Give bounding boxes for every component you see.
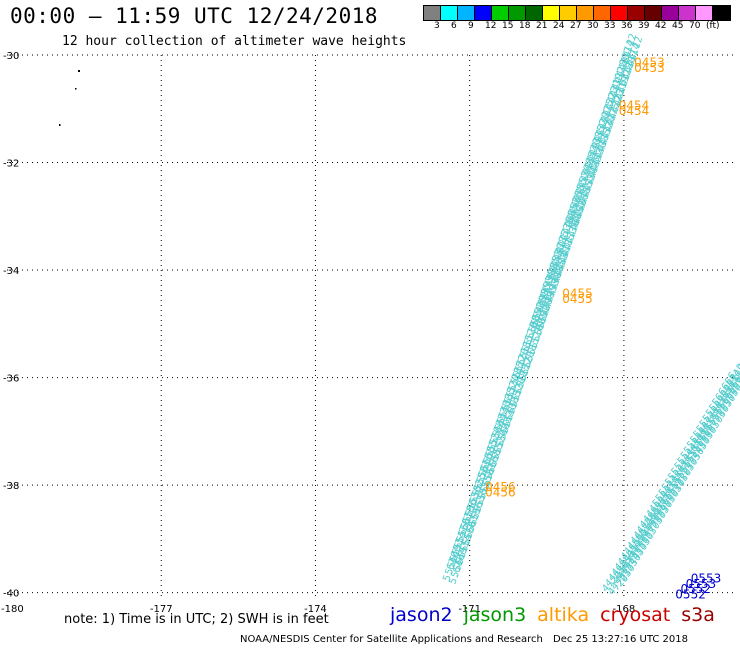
altika-time-label: 0455 [562, 292, 593, 306]
color-scale-label: 6 [451, 21, 457, 31]
island-dot [78, 70, 80, 72]
longitude-tick-label: -168 [613, 604, 636, 615]
altika-time-label: 0455 [562, 287, 593, 301]
track-swh-label: 6.20 [732, 361, 740, 386]
color-swatch-0 [424, 6, 441, 20]
altika-time-label: 0456 [485, 485, 516, 499]
color-swatch-3 [475, 6, 492, 20]
color-swatch-6 [526, 6, 543, 20]
longitude-tick-label: -180 [1, 604, 24, 615]
color-scale-label: 70 [689, 21, 701, 31]
color-swatch-16 [696, 6, 713, 20]
map-subtitle: 12 hour collection of altimeter wave hei… [62, 34, 407, 49]
satellite-legend-jason2: jason2 [390, 604, 453, 626]
altika-time-label: 0454 [619, 104, 650, 118]
color-scale-label: 45 [672, 21, 684, 31]
altimeter-tracks: 4.224.144.174.204.184.124.194.214.234.22… [442, 32, 740, 597]
color-scale-label: 39 [638, 21, 650, 31]
color-scale-label: 21 [536, 21, 548, 31]
satellite-legend-s3a: s3a [681, 604, 715, 626]
island-markers [59, 70, 80, 126]
color-scale-label: 33 [604, 21, 616, 31]
map-title: 00:00 – 11:59 UTC 12/24/2018 [10, 4, 379, 28]
color-scale-bar [423, 5, 731, 21]
altika-time-label: 0453 [634, 55, 665, 69]
color-swatch-2 [458, 6, 475, 20]
color-swatch-15 [679, 6, 696, 20]
color-scale-label: 12 [485, 21, 497, 31]
longitude-tick-label: -174 [304, 604, 327, 615]
color-scale-label: 36 [621, 21, 633, 31]
jason2-time-label: 0553 [686, 577, 717, 591]
altika-time-label: 0453 [634, 61, 665, 75]
color-swatch-10 [594, 6, 611, 20]
satellite-legend-altika: altika [537, 604, 590, 626]
color-swatch-1 [441, 6, 458, 20]
color-swatch-12 [628, 6, 645, 20]
color-scale-label: 30 [587, 21, 599, 31]
color-swatch-11 [611, 6, 628, 20]
island-dot [75, 88, 77, 90]
color-swatch-5 [509, 6, 526, 20]
satellite-legend-cryosat: cryosat [600, 604, 671, 626]
footer-timestamp: Dec 25 13:27:16 UTC 2018 [553, 634, 688, 645]
map-grid [7, 54, 737, 598]
axis-tick-labels: -180-177-174-171-168-16-30-32-34-36-38-4… [1, 51, 636, 615]
latitude-tick-label: -38 [3, 481, 19, 492]
latitude-tick-label: -34 [3, 266, 19, 277]
color-scale-label: 9 [468, 21, 474, 31]
color-swatch-4 [492, 6, 509, 20]
altika-time-label: 0454 [619, 98, 650, 112]
color-swatch-17 [713, 6, 730, 20]
units-note: note: 1) Time is in UTC; 2) SWH is in fe… [64, 612, 329, 627]
color-scale-label: 3 [434, 21, 440, 31]
satellite-legend: jason2 jason3 altika cryosat s3a [390, 604, 726, 626]
latitude-tick-label: -32 [3, 159, 19, 170]
color-swatch-8 [560, 6, 577, 20]
color-swatch-9 [577, 6, 594, 20]
color-scale-label: 27 [570, 21, 582, 31]
jason2-time-label: 0553 [691, 571, 722, 585]
color-scale-label: (ft) [706, 21, 720, 31]
island-dot [59, 124, 61, 126]
latitude-tick-label: -30 [3, 51, 19, 62]
color-swatch-14 [662, 6, 679, 20]
latitude-tick-label: -40 [3, 589, 19, 600]
altika-time-label: 0456 [485, 480, 516, 494]
latitude-tick-label: -36 [3, 374, 19, 385]
color-scale-label: 18 [519, 21, 531, 31]
footer-organization: NOAA/NESDIS Center for Satellite Applica… [240, 634, 543, 645]
color-scale-label: 24 [553, 21, 565, 31]
longitude-tick-label: -177 [150, 604, 173, 615]
color-swatch-13 [645, 6, 662, 20]
track-swh-label: 6.15 [729, 366, 740, 391]
jason2-time-label: 0552 [675, 588, 706, 602]
satellite-legend-jason3: jason3 [463, 604, 527, 626]
color-scale-label: 42 [655, 21, 667, 31]
jason2-time-label: 0552 [680, 582, 711, 596]
color-swatch-7 [543, 6, 560, 20]
longitude-tick-label: -171 [458, 604, 481, 615]
color-scale-label: 15 [502, 21, 514, 31]
